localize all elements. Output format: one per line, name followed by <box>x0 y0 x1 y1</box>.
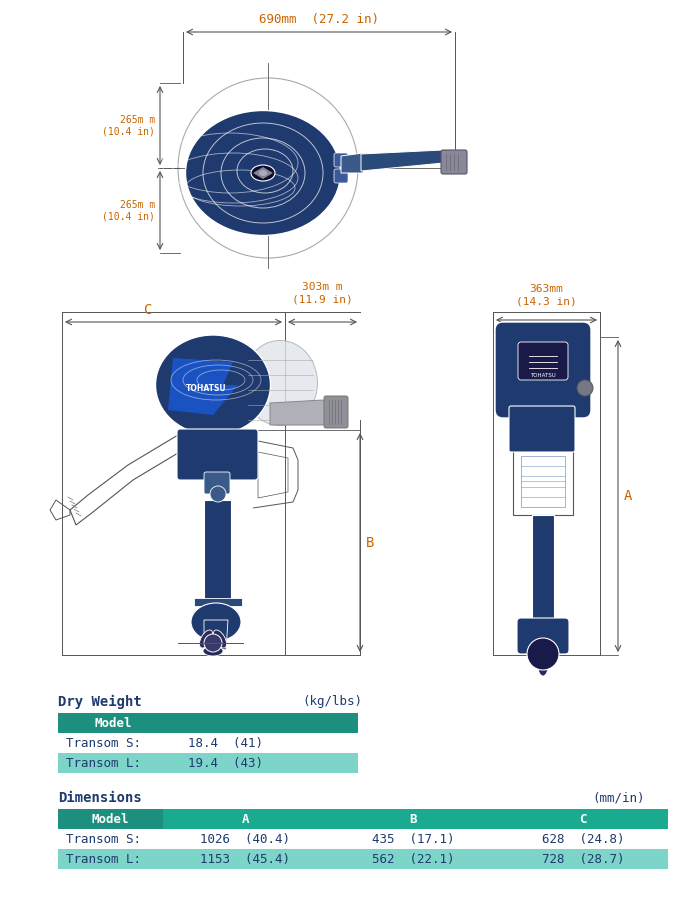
Bar <box>498 809 668 829</box>
Circle shape <box>210 486 226 502</box>
Circle shape <box>527 638 559 670</box>
Bar <box>58 809 163 829</box>
FancyBboxPatch shape <box>324 396 348 428</box>
Ellipse shape <box>259 170 267 176</box>
Text: 265m m
(10.4 in): 265m m (10.4 in) <box>102 114 155 136</box>
Bar <box>521 456 565 507</box>
FancyBboxPatch shape <box>177 429 258 480</box>
Polygon shape <box>204 620 228 650</box>
Ellipse shape <box>186 111 340 235</box>
Text: Transom S:: Transom S: <box>66 833 141 845</box>
FancyBboxPatch shape <box>441 150 467 174</box>
Ellipse shape <box>538 656 548 676</box>
Text: B: B <box>366 536 375 550</box>
Text: 18.4  (41): 18.4 (41) <box>188 737 263 750</box>
Text: 562  (22.1): 562 (22.1) <box>372 853 454 866</box>
Ellipse shape <box>545 642 562 655</box>
Text: Dry Weight: Dry Weight <box>58 695 141 709</box>
Text: C: C <box>580 812 587 825</box>
FancyBboxPatch shape <box>204 472 230 494</box>
Bar <box>163 849 328 869</box>
Text: B: B <box>410 812 416 825</box>
Text: TOHATSU: TOHATSU <box>186 384 226 393</box>
Circle shape <box>204 634 222 652</box>
FancyBboxPatch shape <box>495 322 591 418</box>
Text: 303m m
(11.9 in): 303m m (11.9 in) <box>292 282 353 304</box>
Text: (mm/in): (mm/in) <box>592 791 645 804</box>
Bar <box>328 829 498 849</box>
Bar <box>204 500 231 620</box>
Ellipse shape <box>214 630 227 648</box>
Polygon shape <box>361 150 448 171</box>
Polygon shape <box>341 153 363 173</box>
Ellipse shape <box>155 335 270 435</box>
FancyBboxPatch shape <box>518 342 568 380</box>
Ellipse shape <box>242 340 318 425</box>
Text: Model: Model <box>92 812 130 825</box>
Ellipse shape <box>251 165 275 181</box>
Text: Dimensions: Dimensions <box>58 791 141 805</box>
Text: 728  (28.7): 728 (28.7) <box>542 853 624 866</box>
Bar <box>58 713 358 733</box>
Ellipse shape <box>191 603 241 641</box>
Text: A: A <box>241 812 249 825</box>
Text: 1026  (40.4): 1026 (40.4) <box>200 833 290 845</box>
Text: 690mm  (27.2 in): 690mm (27.2 in) <box>259 13 379 26</box>
Text: Transom L:: Transom L: <box>66 853 141 866</box>
FancyBboxPatch shape <box>509 406 575 452</box>
Text: Transom L:: Transom L: <box>66 756 141 770</box>
Bar <box>328 849 498 869</box>
Text: C: C <box>144 303 153 317</box>
Ellipse shape <box>199 630 213 648</box>
Bar <box>163 829 328 849</box>
Bar <box>513 448 573 515</box>
Bar <box>58 753 358 773</box>
Bar <box>194 598 242 606</box>
Bar <box>521 618 565 625</box>
Bar <box>58 829 163 849</box>
FancyBboxPatch shape <box>517 618 569 654</box>
Text: TOHATSU: TOHATSU <box>530 372 556 377</box>
Text: 1153  (45.4): 1153 (45.4) <box>200 853 290 866</box>
Bar <box>498 849 668 869</box>
Bar <box>328 809 498 829</box>
Text: Model: Model <box>94 716 132 729</box>
FancyBboxPatch shape <box>334 153 348 167</box>
Text: 363mm
(14.3 in): 363mm (14.3 in) <box>516 284 577 306</box>
Circle shape <box>577 380 593 396</box>
Bar <box>532 515 554 620</box>
Polygon shape <box>270 400 333 425</box>
Polygon shape <box>168 358 238 415</box>
Bar <box>58 733 358 753</box>
Text: Transom S:: Transom S: <box>66 737 141 750</box>
FancyBboxPatch shape <box>334 169 348 183</box>
Text: 628  (24.8): 628 (24.8) <box>542 833 624 845</box>
Bar <box>58 849 163 869</box>
Text: 265m m
(10.4 in): 265m m (10.4 in) <box>102 200 155 221</box>
Text: 435  (17.1): 435 (17.1) <box>372 833 454 845</box>
Bar <box>498 829 668 849</box>
Ellipse shape <box>524 642 542 655</box>
Text: 19.4  (43): 19.4 (43) <box>188 756 263 770</box>
Ellipse shape <box>203 646 223 656</box>
Bar <box>163 809 328 829</box>
Text: A: A <box>624 489 632 503</box>
Text: (kg/lbs): (kg/lbs) <box>302 695 362 708</box>
Polygon shape <box>253 167 273 179</box>
